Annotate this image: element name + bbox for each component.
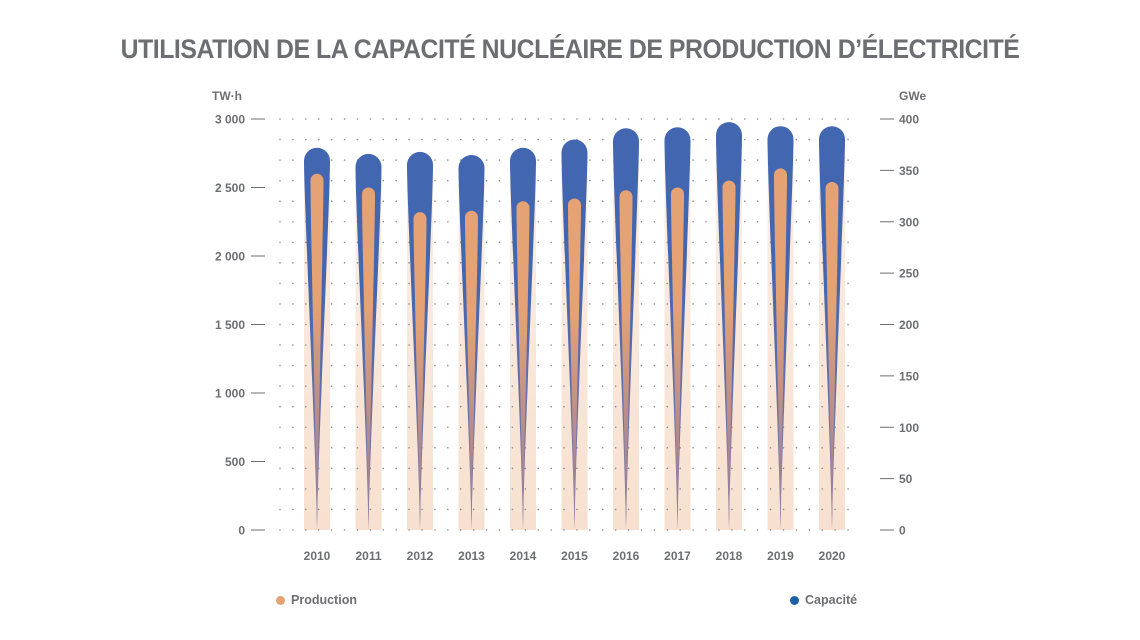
production-mark [310, 173, 324, 531]
right-tick-label: 50 [899, 472, 913, 486]
left-tick-label: 2 000 [215, 250, 245, 264]
legend-production-marker [276, 595, 285, 605]
production-mark [568, 198, 581, 530]
x-tick-label: 2019 [767, 549, 794, 563]
right-tick-label: 350 [899, 164, 919, 178]
legend-production-label: Production [291, 593, 357, 607]
production-series [310, 168, 839, 531]
production-mark [774, 168, 787, 531]
x-tick-label: 2010 [304, 549, 331, 563]
production-mark [619, 190, 633, 530]
x-tick-label: 2018 [716, 549, 743, 563]
production-mark [825, 182, 839, 530]
right-tick-label: 300 [899, 215, 919, 229]
production-mark [671, 187, 684, 531]
left-tick-label: 0 [238, 524, 245, 538]
x-tick-label: 2020 [819, 549, 846, 563]
left-tick-label: 1 500 [215, 318, 245, 332]
left-tick-label: 3 000 [215, 113, 245, 127]
right-tick-label: 100 [899, 421, 919, 435]
production-mark [362, 187, 375, 531]
right-axis: 0 50 100 150 200 250 300 350 400 [880, 113, 919, 538]
legend-capacity-label: Capacité [805, 593, 858, 607]
left-tick-label: 500 [225, 455, 245, 469]
x-tick-label: 2016 [613, 549, 640, 563]
right-tick-label: 200 [899, 318, 919, 332]
x-tick-label: 2017 [664, 549, 691, 563]
left-axis-unit: TW·h [212, 89, 242, 103]
right-tick-label: 250 [899, 267, 919, 281]
right-tick-label: 400 [899, 113, 919, 127]
chart-title: UTILISATION DE LA CAPACITÉ NUCLÉAIRE DE … [120, 34, 1020, 64]
left-axis: 0 500 1 000 1 500 2 000 2 500 3 000 [215, 113, 265, 538]
x-tick-label: 2011 [355, 549, 381, 563]
legend-capacity-marker [790, 595, 799, 605]
x-tick-label: 2013 [458, 549, 485, 563]
x-axis: 2010 2011 2012 2013 2014 2015 2016 2017 2018 2019… [304, 549, 846, 563]
x-tick-label: 2014 [510, 549, 537, 563]
right-axis-unit: GWe [899, 89, 926, 103]
right-tick-label: 150 [899, 369, 919, 383]
legend-capacity: Capacité [790, 593, 857, 607]
left-tick-label: 1 000 [215, 387, 245, 401]
x-tick-label: 2012 [407, 549, 434, 563]
production-mark [413, 212, 427, 530]
legend-production: Production [276, 593, 357, 607]
right-tick-label: 0 [899, 524, 906, 538]
production-mark [516, 201, 530, 530]
left-tick-label: 2 500 [215, 181, 245, 195]
production-mark [722, 180, 736, 530]
production-mark [465, 210, 478, 531]
x-tick-label: 2015 [561, 549, 588, 563]
